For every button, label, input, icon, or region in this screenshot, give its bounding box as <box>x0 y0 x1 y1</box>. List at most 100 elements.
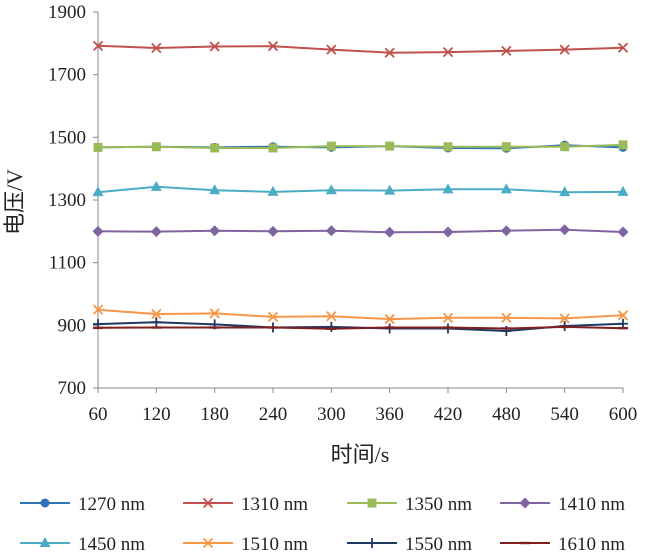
data-point <box>325 184 337 195</box>
data-point <box>617 226 629 238</box>
x-tick-label: 540 <box>550 404 579 425</box>
x-tick-label: 240 <box>259 404 288 425</box>
data-point <box>209 225 221 237</box>
legend-item: 1510 nm <box>183 534 308 555</box>
data-point <box>326 141 336 151</box>
x-tick-label: 480 <box>492 404 521 425</box>
data-point <box>500 225 512 237</box>
x-tick-label: 120 <box>142 404 171 425</box>
data-point <box>210 143 220 153</box>
data-point <box>559 44 570 55</box>
legend-item: 1450 nm <box>20 534 145 555</box>
series-line <box>97 185 624 194</box>
data-point <box>384 47 395 58</box>
data-point <box>442 183 454 194</box>
data-point <box>384 184 396 195</box>
series-group <box>92 40 629 336</box>
y-axis-title: 电压/V <box>2 169 27 235</box>
series-1450-nm <box>92 180 629 197</box>
legend-marker <box>39 537 51 547</box>
series-line <box>97 325 624 330</box>
data-point <box>267 225 279 237</box>
x-tick-label: 360 <box>375 404 404 425</box>
data-point <box>267 311 279 323</box>
series-1510-nm <box>92 304 629 325</box>
data-point <box>150 226 162 238</box>
data-point <box>150 180 162 191</box>
legend-marker <box>367 538 377 548</box>
x-axis-title: 时间/s <box>331 442 390 467</box>
data-point <box>501 45 512 56</box>
series-1610-nm <box>93 325 628 330</box>
data-point <box>560 142 570 152</box>
x-tick-label: 300 <box>317 404 346 425</box>
data-point <box>268 143 278 153</box>
x-tick-label: 600 <box>609 404 638 425</box>
legend-label: 1410 nm <box>558 494 625 515</box>
y-tick-label: 900 <box>58 315 87 336</box>
y-tick-label: 1500 <box>48 127 86 148</box>
data-point <box>617 310 629 321</box>
data-point <box>501 312 512 323</box>
series-line <box>97 228 624 234</box>
legend: 1270 nm 1310 nm 1350 nm 1410 nm 1450 nm 1510 … <box>20 494 625 555</box>
legend-marker <box>202 497 214 509</box>
x-tick-label: 180 <box>200 404 229 425</box>
data-point <box>209 41 220 52</box>
y-tick-label: 1700 <box>48 65 86 86</box>
legend-marker <box>519 497 531 509</box>
data-point <box>500 183 512 194</box>
y-tick-label: 1100 <box>49 253 86 274</box>
y-tick-label: 1900 <box>48 2 86 23</box>
data-point <box>501 142 511 152</box>
data-point <box>92 225 104 237</box>
x-tick-label: 60 <box>89 404 108 425</box>
series-1310-nm <box>92 40 629 58</box>
data-point <box>618 140 628 150</box>
data-point <box>384 226 396 238</box>
y-tick-label: 700 <box>58 378 87 399</box>
legend-marker <box>367 498 377 508</box>
series-1410-nm <box>92 224 629 238</box>
data-point <box>267 185 279 196</box>
data-point <box>151 42 162 54</box>
data-point <box>617 42 629 53</box>
data-point <box>443 142 453 152</box>
legend-item: 1350 nm <box>347 494 472 515</box>
data-point <box>559 224 571 236</box>
data-point <box>151 317 162 328</box>
series-1350-nm <box>93 140 628 153</box>
legend-label: 1610 nm <box>558 534 625 555</box>
data-point <box>385 141 395 151</box>
data-point <box>326 311 337 322</box>
legend-label: 1450 nm <box>78 534 145 555</box>
legend-item: 1610 nm <box>500 534 625 555</box>
legend-item: 1310 nm <box>183 494 308 515</box>
data-point <box>559 313 570 324</box>
legend-item: 1550 nm <box>347 534 472 555</box>
data-point <box>151 142 161 152</box>
data-point <box>209 308 220 319</box>
data-point <box>92 186 104 197</box>
series-line <box>97 143 624 149</box>
axes <box>93 11 624 393</box>
data-point <box>617 185 629 196</box>
data-point <box>442 226 454 238</box>
legend-label: 1270 nm <box>78 494 145 515</box>
data-point <box>209 184 221 195</box>
legend-marker <box>202 537 214 549</box>
y-tick-label: 1300 <box>48 190 86 211</box>
data-point <box>93 142 103 152</box>
legend-item: 1410 nm <box>500 494 625 515</box>
data-point <box>325 225 337 237</box>
data-point <box>442 312 454 323</box>
data-point <box>384 313 395 325</box>
data-point <box>326 321 337 332</box>
data-point <box>267 41 279 52</box>
legend-item: 1270 nm <box>20 494 145 515</box>
legend-label: 1550 nm <box>405 534 472 555</box>
legend-label: 1310 nm <box>241 494 308 515</box>
series-line <box>97 308 624 321</box>
data-point <box>92 40 104 51</box>
